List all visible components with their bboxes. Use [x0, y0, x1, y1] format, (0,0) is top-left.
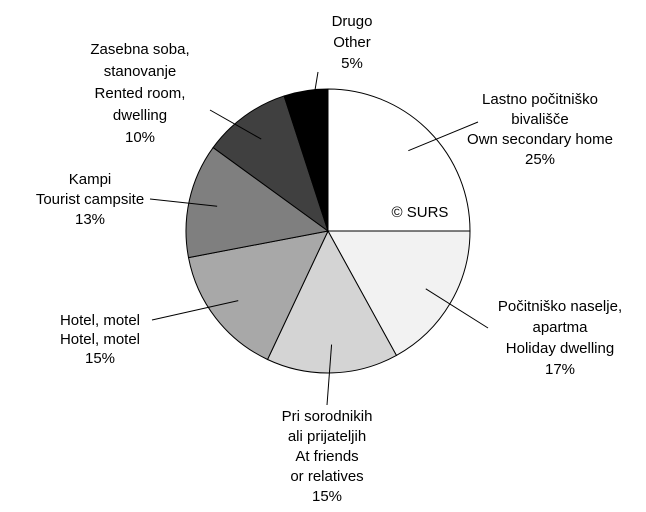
- pie-slice: [283, 88, 329, 232]
- leader-line: [408, 121, 479, 152]
- pie-slice: [212, 95, 329, 233]
- leader-line: [151, 300, 239, 321]
- pie-slice: [187, 230, 329, 361]
- slice-label: ali prijateljih: [288, 428, 366, 445]
- value-label: 17%: [545, 361, 575, 378]
- annotation: © SURS: [392, 204, 449, 221]
- slice-label: At friends: [295, 448, 358, 465]
- value-label: 15%: [312, 488, 342, 505]
- slice-label: Drugo: [332, 13, 373, 30]
- slice-label: Tourist campsite: [36, 191, 144, 208]
- slice-label: Pri sorodnikih: [282, 408, 373, 425]
- value-label: 25%: [525, 151, 555, 168]
- leader-line: [425, 288, 489, 329]
- slice-label: Kampi: [69, 171, 112, 188]
- pie-slice: [266, 229, 398, 374]
- value-label: 10%: [125, 129, 155, 146]
- slice-label: Holiday dwelling: [506, 340, 614, 357]
- leader-line: [209, 109, 262, 140]
- leader-line: [309, 71, 319, 119]
- leader-line: [149, 198, 218, 207]
- leader-line: [326, 344, 333, 406]
- slice-label: Zasebna soba,: [90, 41, 189, 58]
- slice-label: Other: [333, 34, 371, 51]
- slice-label: Hotel, motel: [60, 312, 140, 329]
- slice-label: bivališče: [511, 111, 569, 128]
- pie-slice: [327, 88, 471, 232]
- slice-label: or relatives: [290, 468, 363, 485]
- slice-label: stanovanje: [104, 63, 177, 80]
- slice-label: Lastno počitniško: [482, 91, 598, 108]
- slice-label: dwelling: [113, 107, 167, 124]
- pie-slice: [327, 230, 471, 357]
- value-label: 15%: [85, 350, 115, 367]
- pie-slice: [185, 146, 330, 259]
- value-label: 13%: [75, 211, 105, 228]
- value-label: 5%: [341, 55, 363, 72]
- slice-label: Hotel, motel: [60, 331, 140, 348]
- slice-label: Own secondary home: [467, 131, 613, 148]
- slice-label: apartma: [532, 319, 588, 336]
- slice-label: Rented room,: [95, 85, 186, 102]
- slice-label: Počitniško naselje,: [498, 298, 622, 315]
